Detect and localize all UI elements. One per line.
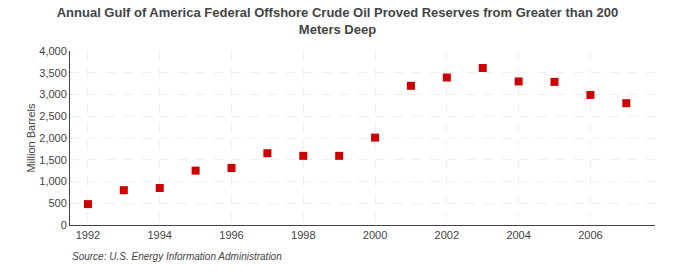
svg-text:0: 0 — [61, 219, 67, 231]
svg-text:3,000: 3,000 — [39, 88, 67, 100]
svg-text:1998: 1998 — [291, 229, 315, 241]
svg-text:Source: U.S. Energy Informatio: Source: U.S. Energy Information Administ… — [72, 251, 282, 262]
svg-text:1,000: 1,000 — [39, 175, 67, 187]
svg-text:2004: 2004 — [506, 229, 530, 241]
svg-text:500: 500 — [48, 197, 66, 209]
svg-text:Annual Gulf of America Federal: Annual Gulf of America Federal Offshore … — [57, 5, 619, 37]
svg-text:2000: 2000 — [363, 229, 387, 241]
svg-text:2006: 2006 — [578, 229, 602, 241]
svg-text:1994: 1994 — [147, 229, 171, 241]
svg-text:1992: 1992 — [76, 229, 100, 241]
svg-text:3,500: 3,500 — [39, 67, 67, 79]
svg-text:2002: 2002 — [435, 229, 459, 241]
svg-text:Million Barrels: Million Barrels — [25, 103, 37, 173]
svg-text:2,500: 2,500 — [39, 110, 67, 122]
svg-text:1,500: 1,500 — [39, 154, 67, 166]
svg-text:2,000: 2,000 — [39, 132, 67, 144]
svg-text:1996: 1996 — [219, 229, 243, 241]
svg-text:4,000: 4,000 — [39, 45, 67, 57]
